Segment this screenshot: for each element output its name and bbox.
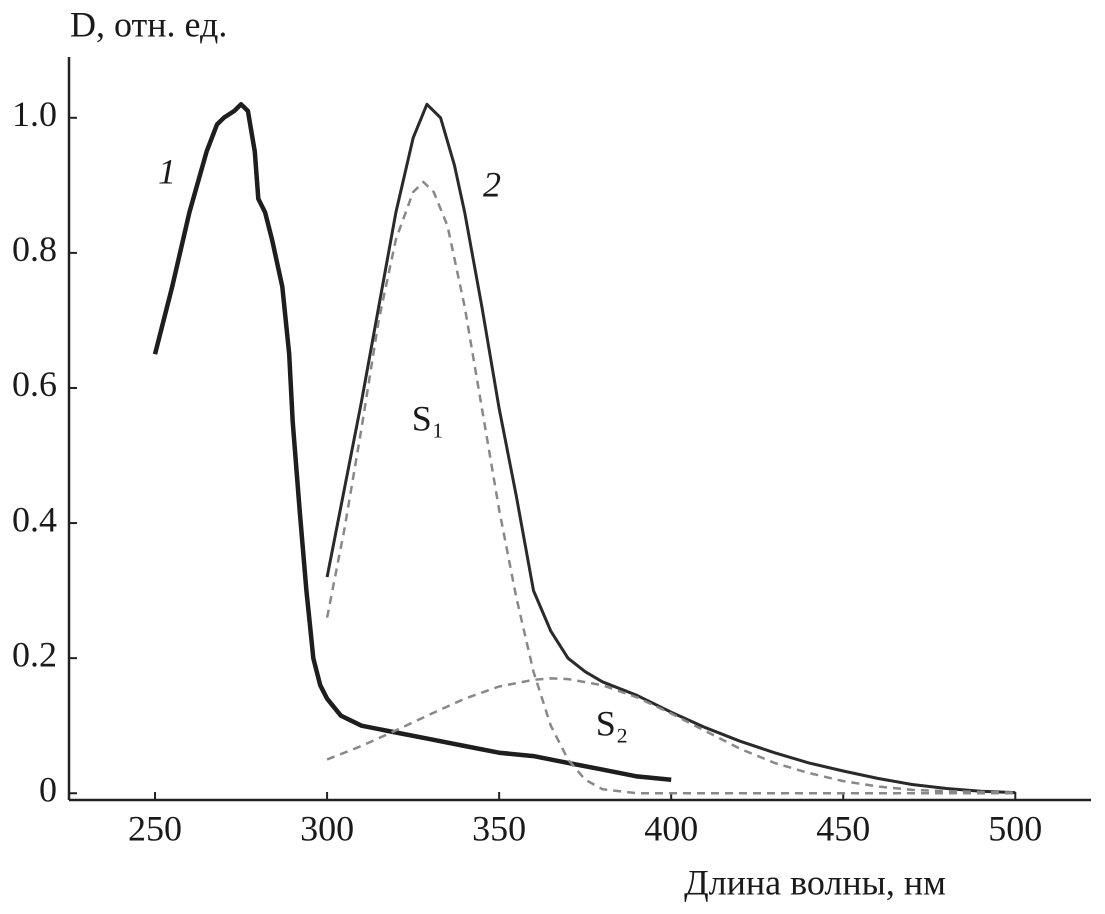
y-tick-label: 0.2 [12, 634, 57, 674]
x-tick-label: 400 [644, 808, 698, 848]
series-label: 1 [158, 151, 176, 191]
y-tick-label: 1.0 [12, 94, 57, 134]
x-tick-label: 450 [816, 808, 870, 848]
x-axis-label: Длина волны, нм [684, 862, 946, 902]
series-label: 2 [483, 164, 501, 204]
series-label: S₂ [596, 703, 629, 743]
y-tick-label: 0 [39, 770, 57, 810]
series-line [326, 677, 1016, 794]
y-tick-label: 0.8 [12, 229, 57, 269]
x-tick-label: 350 [472, 808, 526, 848]
y-axis-label: D, отн. ед. [70, 4, 227, 44]
series-line [325, 102, 1016, 795]
series-line [325, 180, 1016, 795]
series-line [152, 102, 672, 782]
x-tick-label: 250 [128, 808, 182, 848]
series-label: S₁ [412, 398, 445, 438]
x-tick-label: 300 [300, 808, 354, 848]
y-tick-label: 0.6 [12, 364, 57, 404]
y-tick-label: 0.4 [12, 499, 57, 539]
x-tick-label: 500 [988, 808, 1042, 848]
